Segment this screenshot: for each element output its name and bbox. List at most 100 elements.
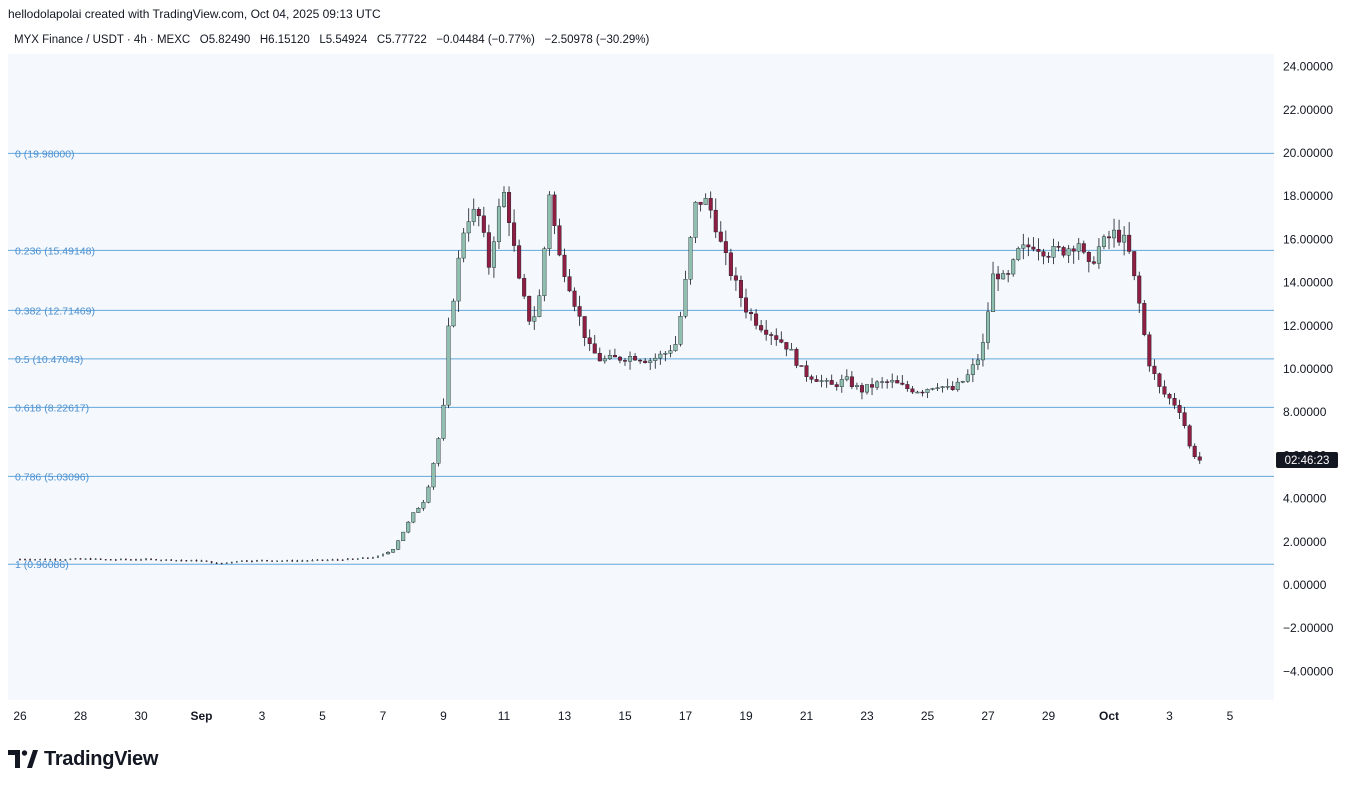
candle-up bbox=[456, 257, 461, 302]
candle-down bbox=[552, 194, 557, 226]
chart-credit: hellodolapolai created with TradingView.… bbox=[8, 7, 381, 21]
candle-up bbox=[421, 502, 426, 509]
candle-up bbox=[175, 559, 178, 562]
symbol-legend: MYX Finance / USDT · 4h · MEXC O5.82490 … bbox=[14, 34, 649, 46]
candle-up bbox=[69, 558, 72, 561]
candle-down bbox=[623, 360, 628, 362]
candle-down bbox=[920, 391, 925, 394]
candle-up bbox=[326, 559, 329, 562]
candle-up bbox=[1112, 229, 1117, 239]
tradingview-logo-text: TradingView bbox=[44, 747, 159, 770]
candle-up bbox=[382, 553, 384, 557]
candle-up bbox=[965, 374, 970, 382]
candle-down bbox=[633, 356, 638, 361]
candle-up bbox=[940, 386, 945, 389]
candle-up bbox=[145, 558, 147, 561]
candle-down bbox=[527, 295, 532, 322]
candle-down bbox=[1081, 243, 1086, 253]
candle-up bbox=[789, 348, 794, 351]
candle-down bbox=[481, 215, 486, 233]
candle-up bbox=[653, 357, 658, 361]
x-tick-label: 19 bbox=[739, 709, 753, 723]
candle-down bbox=[89, 558, 92, 560]
candle-down bbox=[718, 231, 723, 242]
price-axis[interactable]: 24.00000 22.00000 20.00000 18.00000 16.00000… bbox=[1283, 60, 1334, 679]
x-tick-label: Sep bbox=[190, 709, 212, 723]
candle-down bbox=[723, 241, 728, 253]
fibonacci-retracement[interactable]: 0 (19.98000) 0.236 (15.49148) 0.382 (12.71… bbox=[8, 148, 1274, 571]
candle-down bbox=[809, 376, 814, 380]
candle-up bbox=[34, 559, 36, 561]
candle-down bbox=[44, 558, 47, 561]
x-tick-label: 13 bbox=[558, 709, 572, 723]
plot-area[interactable] bbox=[8, 54, 1274, 700]
candle-up bbox=[607, 355, 612, 359]
candle-down bbox=[738, 280, 743, 299]
candle-up bbox=[356, 558, 359, 560]
candle-down bbox=[1187, 425, 1192, 447]
candle-down bbox=[749, 311, 754, 315]
candle-down bbox=[1167, 393, 1172, 399]
candle-up bbox=[377, 555, 379, 558]
candle-down bbox=[784, 342, 789, 350]
candle-down bbox=[291, 560, 294, 562]
time-axis[interactable]: 26 28 30 Sep 3 5 7 9 11 13 15 17 19 21 23 25 27 29 Oct 3 5 bbox=[13, 709, 1233, 723]
candle-up bbox=[241, 560, 243, 562]
candle-down bbox=[114, 559, 117, 561]
x-tick-label: 11 bbox=[498, 709, 511, 723]
candle-up bbox=[980, 342, 985, 361]
candle-down bbox=[29, 559, 31, 561]
candle-down bbox=[19, 558, 21, 561]
candle-down bbox=[1132, 251, 1137, 277]
candle-down bbox=[476, 208, 481, 217]
candle-up bbox=[975, 359, 980, 365]
candle-down bbox=[170, 559, 173, 561]
candle-up bbox=[261, 559, 263, 562]
x-tick-label: 9 bbox=[440, 709, 447, 723]
candle-down bbox=[612, 355, 617, 358]
y-tick-label: −2.00000 bbox=[1283, 621, 1334, 635]
candle-up bbox=[306, 560, 309, 562]
candle-down bbox=[774, 335, 779, 340]
candle-up bbox=[386, 552, 391, 555]
candle-up bbox=[1001, 273, 1006, 280]
candle-down bbox=[1177, 405, 1182, 413]
candle-down bbox=[336, 559, 339, 561]
candle-up bbox=[991, 273, 996, 313]
candle-up bbox=[491, 241, 496, 268]
candle-up bbox=[1021, 244, 1026, 249]
candle-down bbox=[1061, 247, 1066, 256]
tradingview-logo[interactable]: TradingView bbox=[8, 746, 158, 772]
y-tick-label: 10.00000 bbox=[1283, 362, 1333, 376]
candle-up bbox=[296, 560, 299, 562]
candle-down bbox=[1026, 244, 1031, 248]
candle-up bbox=[59, 559, 62, 561]
symbol-info: MYX Finance / USDT · 4h · MEXC bbox=[14, 34, 191, 46]
candle-up bbox=[140, 559, 142, 561]
candle-down bbox=[246, 560, 248, 562]
candle-up bbox=[854, 385, 859, 387]
candle-up bbox=[1101, 236, 1106, 247]
candle-up bbox=[84, 558, 87, 560]
candle-down bbox=[195, 559, 198, 562]
ohlc-low: L5.54924 bbox=[319, 34, 368, 46]
candle-up bbox=[281, 560, 283, 562]
candle-up bbox=[1066, 248, 1071, 256]
candle-down bbox=[271, 560, 273, 562]
candle-down bbox=[351, 558, 354, 560]
candle-down bbox=[1091, 261, 1096, 264]
candle-up bbox=[890, 380, 895, 383]
candle-up bbox=[1051, 246, 1056, 258]
fib-level-label: 0.618 (8.22617) bbox=[15, 402, 89, 414]
candle-up bbox=[819, 380, 824, 382]
candle-down bbox=[1192, 445, 1197, 458]
candle-up bbox=[372, 557, 374, 559]
ohlc-change: −0.04484 (−0.77%) bbox=[436, 34, 535, 46]
candle-up bbox=[94, 558, 97, 560]
candle-down bbox=[764, 329, 769, 335]
candle-down bbox=[79, 558, 82, 560]
candle-down bbox=[1137, 275, 1142, 304]
candle-down bbox=[109, 559, 112, 561]
candle-up bbox=[436, 438, 441, 464]
